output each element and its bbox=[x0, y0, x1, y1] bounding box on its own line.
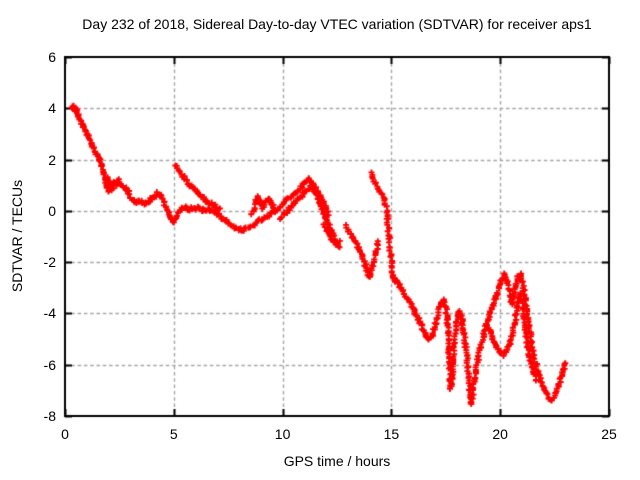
x-tick-label: 15 bbox=[383, 426, 400, 442]
y-tick-label: -2 bbox=[43, 254, 56, 271]
y-tick-label: 0 bbox=[48, 202, 56, 219]
x-tick-label: 20 bbox=[492, 426, 508, 442]
x-tick-label: 5 bbox=[169, 426, 178, 442]
y-tick-label: 6 bbox=[48, 49, 56, 65]
x-axis-label: GPS time / hours bbox=[283, 453, 391, 469]
chart-title: Day 232 of 2018, Sidereal Day-to-day VTE… bbox=[82, 16, 592, 32]
y-tick-label: 4 bbox=[48, 100, 56, 117]
x-tick-label: 10 bbox=[274, 426, 291, 442]
x-tick-label: 25 bbox=[601, 426, 617, 442]
x-tick-label: 0 bbox=[61, 426, 69, 442]
y-tick-label: -8 bbox=[43, 408, 56, 424]
y-tick-label: -6 bbox=[43, 356, 56, 373]
y-tick-label: 2 bbox=[48, 151, 56, 168]
y-tick-label: -4 bbox=[43, 305, 56, 322]
